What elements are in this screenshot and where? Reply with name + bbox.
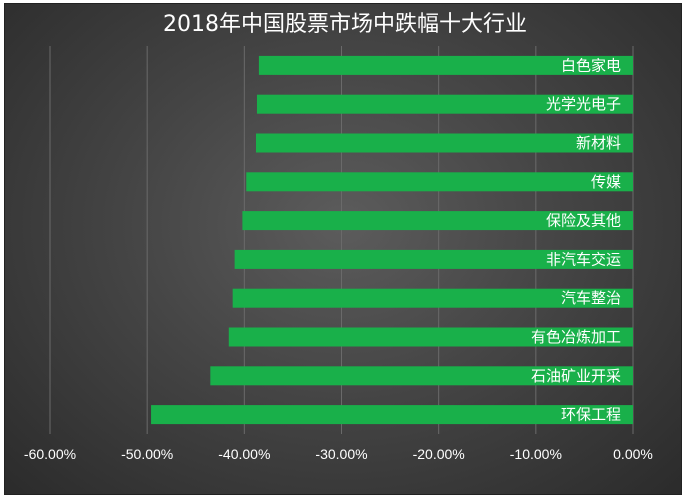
x-tick-label: -60.00% <box>24 446 76 462</box>
x-tick-label: -20.00% <box>413 446 465 462</box>
category-label: 白色家电 <box>561 56 621 74</box>
x-tick-label: -50.00% <box>121 446 173 462</box>
bar <box>258 55 633 75</box>
bar-labels: 白色家电光学光电子新材料传媒保险及其他非汽车交运汽车整治有色冶炼加工石油矿业开采… <box>531 56 621 423</box>
bar <box>228 327 633 347</box>
bar <box>242 211 633 231</box>
chart-title: 2018年中国股票市场中跌幅十大行业 <box>163 12 527 37</box>
bars <box>151 55 633 425</box>
category-label: 环保工程 <box>561 406 621 424</box>
category-label: 石油矿业开采 <box>531 367 621 385</box>
bar <box>256 94 633 114</box>
x-tick-label: 0.00% <box>613 446 653 462</box>
bar <box>151 405 633 425</box>
chart-frame: 白色家电光学光电子新材料传媒保险及其他非汽车交运汽车整治有色冶炼加工 石油矿业开采… <box>4 3 682 495</box>
category-label: 非汽车交运 <box>546 250 621 268</box>
category-label: 新材料 <box>576 134 621 152</box>
category-label: 传媒 <box>591 173 621 191</box>
bar <box>210 366 633 386</box>
chart-svg: 白色家电光学光电子新材料传媒保险及其他非汽车交运汽车整治有色冶炼加工石油矿业开采… <box>24 12 653 462</box>
bar <box>255 133 633 153</box>
x-tick-label: -40.00% <box>218 446 270 462</box>
category-label: 光学光电子 <box>546 95 621 113</box>
bar <box>234 249 633 269</box>
x-tick-label: -30.00% <box>315 446 367 462</box>
bar <box>232 288 633 308</box>
x-axis-ticks: -60.00% -50.00% -40.00% -30.00% -20.00% -10.0… <box>24 446 653 462</box>
category-label: 保险及其他 <box>546 212 621 230</box>
x-tick-label: -10.00% <box>510 446 562 462</box>
bar <box>246 172 633 192</box>
category-label: 汽车整治 <box>561 289 621 307</box>
category-label: 有色冶炼加工 <box>531 328 621 346</box>
